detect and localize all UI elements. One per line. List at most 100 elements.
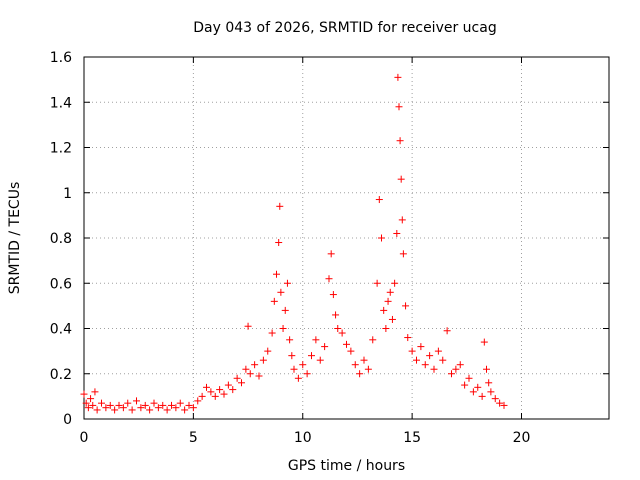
data-point <box>283 279 291 287</box>
y-tick-label: 0.4 <box>50 322 72 338</box>
data-point <box>203 383 210 391</box>
data-point <box>465 374 473 382</box>
data-point <box>316 356 324 364</box>
data-point <box>373 279 381 287</box>
data-point <box>281 306 289 314</box>
data-point <box>146 406 154 414</box>
data-point <box>273 270 280 278</box>
data-point <box>487 388 495 396</box>
data-point <box>380 306 388 314</box>
data-point <box>402 302 410 310</box>
data-point <box>308 352 315 360</box>
data-point <box>480 338 488 346</box>
data-point <box>198 392 206 400</box>
data-point <box>194 397 202 405</box>
x-tick-label: 0 <box>80 430 89 446</box>
data-point <box>398 216 406 224</box>
data-point <box>483 365 490 373</box>
data-point <box>325 275 333 283</box>
data-point <box>185 401 193 409</box>
data-point <box>369 336 377 344</box>
data-point <box>299 361 307 369</box>
y-tick-label: 1.2 <box>50 141 72 157</box>
data-point <box>270 297 278 305</box>
y-tick-label: 0.6 <box>50 276 72 292</box>
data-point <box>396 137 404 145</box>
x-axis-label: GPS time / hours <box>288 458 405 474</box>
data-point <box>334 325 342 332</box>
data-point <box>189 404 197 412</box>
data-point <box>133 397 140 405</box>
data-point <box>452 365 460 373</box>
data-point <box>364 365 372 373</box>
data-point <box>329 291 337 299</box>
data-point <box>216 386 224 394</box>
data-point <box>404 334 412 342</box>
data-point <box>128 406 136 414</box>
data-point <box>312 336 320 344</box>
data-point <box>137 404 145 412</box>
data-point <box>87 395 95 403</box>
data-point <box>303 370 311 378</box>
data-point <box>456 361 464 369</box>
data-point <box>84 404 92 412</box>
data-point <box>408 347 416 355</box>
data-point <box>163 406 171 414</box>
data-point <box>496 399 504 407</box>
data-points <box>80 73 508 414</box>
data-point <box>439 356 447 364</box>
data-point <box>288 352 296 360</box>
data-point <box>343 340 350 348</box>
plot-frame <box>83 56 610 420</box>
data-point <box>321 343 329 351</box>
data-point <box>159 401 167 409</box>
data-point <box>394 73 402 81</box>
x-tick-label: 5 <box>189 430 198 446</box>
data-point <box>378 234 385 242</box>
data-point <box>426 352 434 360</box>
data-point <box>141 401 149 409</box>
y-tick-label: 1 <box>63 186 72 202</box>
data-point <box>485 379 493 387</box>
x-tick-label: 20 <box>513 430 531 446</box>
data-point <box>172 404 180 412</box>
data-point <box>391 279 399 287</box>
data-point <box>264 347 272 355</box>
data-point <box>286 336 294 344</box>
data-point <box>207 388 215 396</box>
data-point <box>255 372 263 380</box>
data-point <box>211 392 219 400</box>
data-point <box>251 361 259 369</box>
data-point <box>82 399 90 407</box>
data-point <box>290 365 298 373</box>
data-point <box>224 381 232 389</box>
data-point <box>448 370 455 378</box>
data-point <box>111 406 119 414</box>
data-point <box>395 103 403 111</box>
data-point <box>500 401 508 409</box>
data-point <box>461 381 469 389</box>
data-point <box>276 202 284 210</box>
data-point <box>294 374 302 382</box>
data-point <box>279 325 287 332</box>
data-point <box>332 311 340 319</box>
data-point <box>275 239 283 247</box>
data-point <box>119 404 127 412</box>
data-point <box>277 288 285 296</box>
data-point <box>430 365 438 373</box>
ticks: 0 5 10 15 20 0 0.2 0.4 0.6 0.8 1 1.2 1.4 1.6 <box>50 50 609 446</box>
y-tick-label: 0 <box>63 412 72 428</box>
data-point <box>150 399 158 407</box>
data-point <box>115 401 123 409</box>
x-tick-label: 10 <box>294 430 312 446</box>
data-point <box>434 347 442 355</box>
data-point <box>491 395 499 403</box>
y-axis-label: SRMTID / TECUs <box>7 182 23 295</box>
data-point <box>375 196 383 204</box>
data-point <box>347 347 355 355</box>
data-point <box>397 175 405 183</box>
data-point <box>268 329 276 337</box>
data-point <box>417 343 425 351</box>
data-point <box>89 401 97 409</box>
